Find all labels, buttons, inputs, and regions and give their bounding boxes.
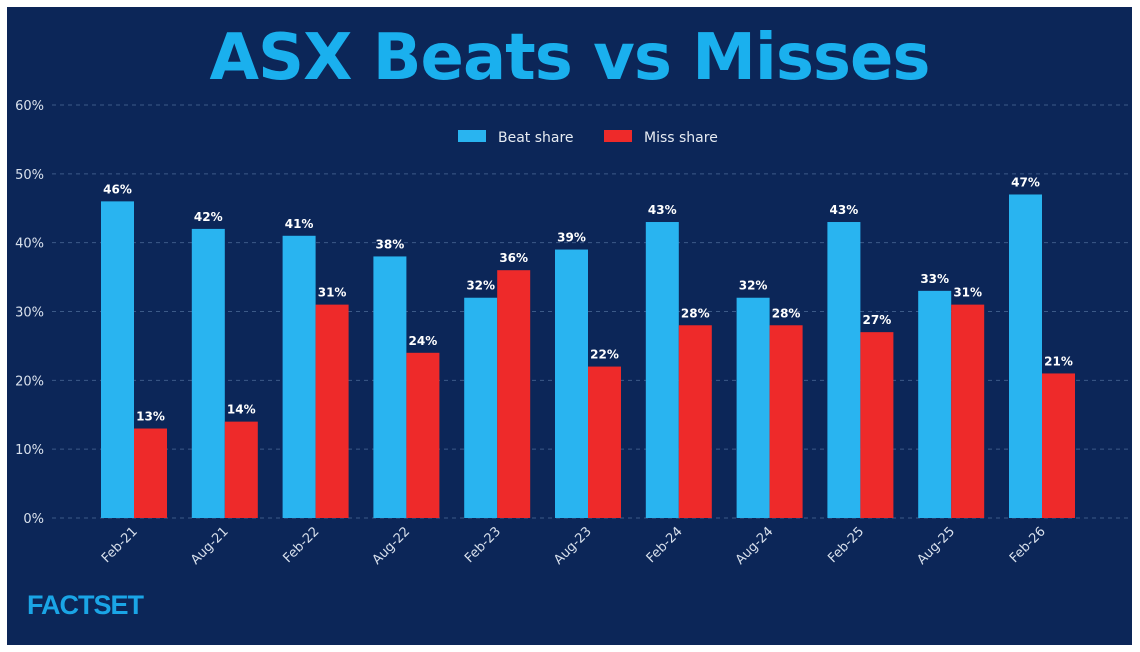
data-label: 33% [920,272,949,286]
factset-logo: FACTSET [27,590,144,620]
data-label: 28% [772,306,801,320]
legend-label: Miss share [644,130,718,146]
legend-swatch [458,130,486,142]
chart-title: ASX Beats vs Misses [209,21,931,95]
bar-miss [678,325,712,518]
bar-beat [918,290,952,518]
x-tick-label: Aug-24 [733,524,777,568]
data-label: 38% [376,237,405,251]
x-tick-label: Feb-25 [825,524,867,566]
x-tick-label: Aug-22 [370,524,414,568]
bar-beat [645,222,679,518]
bar-miss [406,352,440,518]
data-label: 21% [1044,354,1073,368]
bar-miss [315,304,349,518]
bar-miss [588,366,621,518]
x-tick-label: Aug-23 [551,524,595,568]
data-label: 27% [863,313,892,327]
bar-miss [951,304,985,518]
data-label: 41% [285,217,314,231]
y-tick-label: 10% [15,443,44,458]
bar-miss [224,421,258,518]
x-tick-label: Aug-21 [188,524,232,568]
bar-beat [191,228,225,518]
bar-beat [101,201,134,518]
data-label: 42% [194,210,223,224]
data-label: 13% [136,410,165,424]
legend-swatch [604,130,632,142]
x-tick-label: Feb-22 [281,524,323,566]
data-label: 39% [557,231,586,245]
y-tick-label: 30% [15,306,44,321]
y-tick-label: 50% [15,168,44,183]
x-tick-label: Aug-25 [914,524,958,568]
y-tick-label: 40% [15,237,44,252]
data-label: 36% [499,251,528,265]
data-label: 31% [318,286,347,300]
x-tick-label: Feb-21 [99,524,141,566]
x-tick-label: Feb-23 [462,524,504,566]
data-label: 32% [739,279,768,293]
legend-label: Beat share [498,130,574,146]
y-tick-label: 0% [23,512,44,527]
bar-beat [736,297,770,518]
bar-beat [555,249,588,519]
bar-miss [860,332,894,518]
bar-beat [373,256,407,518]
bar-miss [1042,373,1075,518]
data-label: 43% [830,203,859,217]
bar-miss [134,428,167,518]
data-label: 31% [953,286,982,300]
bar-beat [282,235,316,519]
y-tick-label: 60% [15,99,44,114]
data-label: 14% [227,403,256,417]
y-tick-label: 20% [15,374,44,389]
data-label: 28% [681,306,710,320]
bar-miss [497,270,531,518]
data-label: 24% [409,334,438,348]
bar-beat [827,222,861,518]
data-label: 46% [103,182,132,196]
data-label: 22% [590,348,619,362]
x-tick-label: Feb-24 [644,524,686,566]
bar-beat [464,297,498,518]
data-label: 32% [466,279,495,293]
bar-miss [769,325,803,518]
bar-beat [1009,194,1042,518]
x-tick-label: Feb-26 [1007,524,1049,566]
data-label: 43% [648,203,677,217]
data-label: 47% [1011,175,1040,189]
